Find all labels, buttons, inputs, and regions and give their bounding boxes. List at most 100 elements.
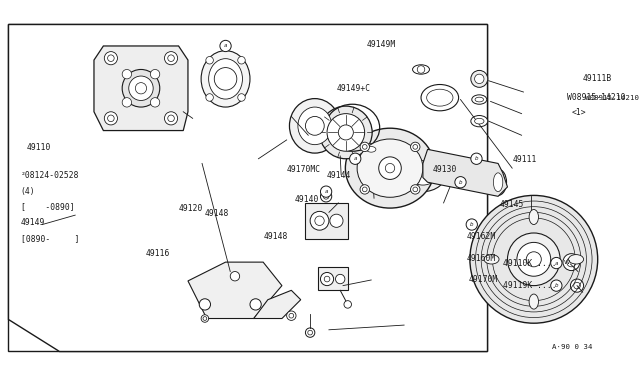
Text: (4): (4) <box>20 187 35 196</box>
Bar <box>305 203 348 238</box>
Polygon shape <box>188 262 282 318</box>
Circle shape <box>237 57 245 64</box>
Circle shape <box>327 113 365 151</box>
Circle shape <box>308 330 312 335</box>
Ellipse shape <box>408 161 438 185</box>
Text: 49140: 49140 <box>294 195 319 203</box>
Text: 49170M: 49170M <box>469 276 498 285</box>
Text: ²08124-02528: ²08124-02528 <box>20 171 79 180</box>
Circle shape <box>206 94 213 101</box>
Circle shape <box>150 70 160 79</box>
Bar <box>8 24 487 352</box>
Text: 49111B: 49111B <box>582 74 612 83</box>
Circle shape <box>230 272 239 281</box>
Text: a: a <box>353 156 357 161</box>
Circle shape <box>135 83 147 94</box>
Circle shape <box>321 191 332 202</box>
Circle shape <box>417 66 425 73</box>
Ellipse shape <box>484 254 499 264</box>
Circle shape <box>129 76 153 100</box>
Text: [    -0890]: [ -0890] <box>20 202 74 211</box>
Ellipse shape <box>421 84 459 111</box>
Ellipse shape <box>346 128 435 208</box>
Circle shape <box>104 52 118 65</box>
Ellipse shape <box>471 116 488 127</box>
Ellipse shape <box>475 118 484 124</box>
Text: b: b <box>470 222 474 227</box>
Text: 49116: 49116 <box>146 249 170 258</box>
Circle shape <box>122 98 132 107</box>
Polygon shape <box>8 24 487 352</box>
Circle shape <box>360 185 369 194</box>
Text: a: a <box>224 44 227 48</box>
Circle shape <box>108 115 114 122</box>
Text: 49162M: 49162M <box>467 232 497 241</box>
Circle shape <box>550 257 562 269</box>
Circle shape <box>319 106 372 159</box>
Circle shape <box>508 233 560 286</box>
Circle shape <box>289 313 294 318</box>
Circle shape <box>470 195 598 323</box>
Text: 49119K ....: 49119K .... <box>503 281 566 290</box>
Text: W: W <box>564 260 570 264</box>
Circle shape <box>237 94 245 101</box>
Ellipse shape <box>427 89 453 106</box>
Circle shape <box>330 214 343 227</box>
Circle shape <box>573 282 580 289</box>
Circle shape <box>526 252 541 267</box>
Circle shape <box>570 279 584 292</box>
Polygon shape <box>253 290 301 318</box>
Ellipse shape <box>363 144 380 155</box>
Circle shape <box>379 157 401 179</box>
Ellipse shape <box>201 51 250 107</box>
Text: <1>: <1> <box>572 108 586 117</box>
Circle shape <box>413 145 418 149</box>
Circle shape <box>323 193 329 199</box>
Circle shape <box>104 112 118 125</box>
Circle shape <box>287 311 296 320</box>
Text: 49149+C: 49149+C <box>337 84 371 93</box>
Text: 49111: 49111 <box>512 155 536 164</box>
Text: 49120: 49120 <box>179 204 203 213</box>
Circle shape <box>471 70 488 87</box>
Circle shape <box>199 299 211 310</box>
Circle shape <box>385 163 395 173</box>
Circle shape <box>220 40 231 52</box>
Circle shape <box>455 177 466 188</box>
Bar <box>317 267 348 290</box>
Text: 49149: 49149 <box>20 218 45 227</box>
Circle shape <box>566 257 576 267</box>
Circle shape <box>362 187 367 192</box>
Ellipse shape <box>472 95 487 104</box>
Ellipse shape <box>475 97 483 102</box>
Circle shape <box>563 254 580 270</box>
Text: 49144: 49144 <box>327 171 351 180</box>
Text: [0890-     ]: [0890- ] <box>20 234 79 243</box>
Text: b: b <box>475 156 478 161</box>
Circle shape <box>164 52 178 65</box>
Text: 49148: 49148 <box>263 232 287 241</box>
Text: W08915-14210: W08915-14210 <box>566 93 625 102</box>
Circle shape <box>517 243 550 276</box>
Polygon shape <box>94 46 188 131</box>
Circle shape <box>349 153 361 164</box>
Circle shape <box>206 57 213 64</box>
Ellipse shape <box>413 65 429 74</box>
Circle shape <box>122 70 160 107</box>
Circle shape <box>168 115 174 122</box>
Circle shape <box>164 112 178 125</box>
Circle shape <box>168 55 174 61</box>
Circle shape <box>550 280 562 291</box>
Text: 49170MC: 49170MC <box>287 164 321 174</box>
Text: a: a <box>555 260 558 266</box>
Ellipse shape <box>529 209 538 225</box>
Text: 49130: 49130 <box>432 164 457 174</box>
Polygon shape <box>423 149 508 196</box>
Circle shape <box>413 187 418 192</box>
Circle shape <box>305 116 324 135</box>
Text: b: b <box>555 283 558 288</box>
Ellipse shape <box>298 107 332 145</box>
Text: b: b <box>459 180 462 185</box>
Text: 49145: 49145 <box>500 200 524 209</box>
Ellipse shape <box>367 147 376 152</box>
